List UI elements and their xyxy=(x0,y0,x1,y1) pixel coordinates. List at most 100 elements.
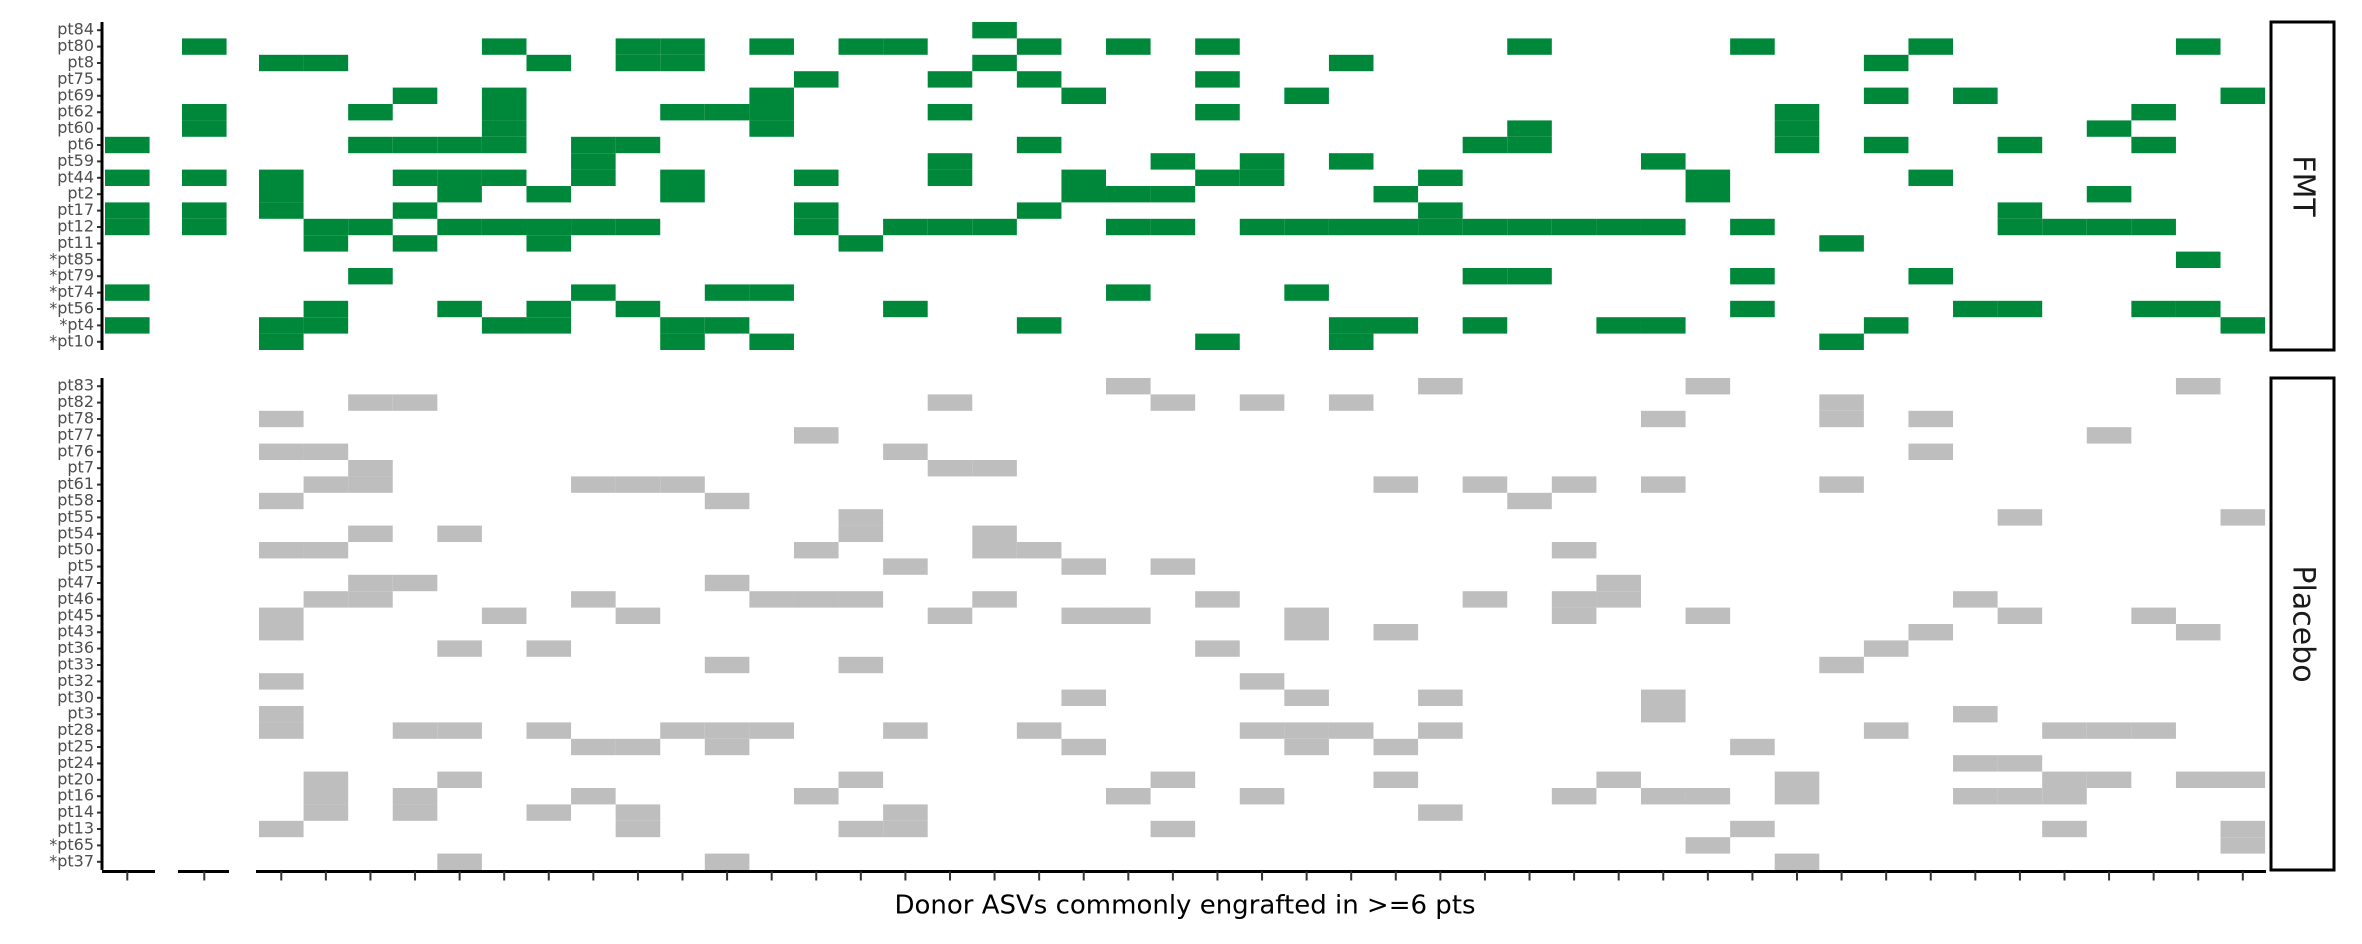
cell xyxy=(1686,739,1731,755)
cell xyxy=(2086,186,2132,203)
cell xyxy=(1596,137,1641,153)
cell xyxy=(1195,722,1240,738)
cell xyxy=(1908,186,1953,202)
cell xyxy=(839,55,884,71)
cell xyxy=(105,509,150,525)
cell xyxy=(616,624,661,640)
cell xyxy=(1953,235,1998,251)
cell xyxy=(972,153,1017,169)
cell xyxy=(2042,378,2087,394)
cell xyxy=(1775,526,1820,542)
cell xyxy=(1195,104,1240,121)
cell xyxy=(1240,526,1285,542)
cell xyxy=(182,821,227,837)
cell xyxy=(749,657,794,673)
cell xyxy=(1775,317,1820,333)
cell xyxy=(1061,821,1106,837)
cell xyxy=(2176,640,2221,656)
cell xyxy=(794,690,839,706)
cell xyxy=(182,690,227,706)
cell xyxy=(1819,235,1864,252)
cell xyxy=(1686,38,1731,54)
cell xyxy=(660,22,705,38)
cell xyxy=(1240,334,1285,350)
cell xyxy=(972,772,1017,788)
cell xyxy=(1552,186,1597,202)
cell xyxy=(1106,170,1151,186)
cell xyxy=(1953,153,1998,169)
cell xyxy=(660,739,705,755)
cell xyxy=(1775,55,1820,71)
cell xyxy=(393,493,438,509)
cell xyxy=(1686,575,1731,591)
cell xyxy=(482,284,527,300)
cell xyxy=(2042,640,2087,656)
cell xyxy=(1374,22,1419,38)
cell xyxy=(2176,22,2221,38)
cell xyxy=(839,608,884,624)
cell xyxy=(1997,607,2043,624)
cell xyxy=(1284,38,1329,54)
cell xyxy=(1463,722,1508,738)
cell xyxy=(1998,706,2043,722)
cell xyxy=(1106,772,1151,788)
cell xyxy=(259,854,304,870)
cell xyxy=(2087,268,2132,284)
cell xyxy=(482,558,527,574)
cell xyxy=(1374,301,1419,317)
cell xyxy=(482,55,527,71)
cell xyxy=(1998,38,2043,54)
cell xyxy=(437,268,482,284)
cell xyxy=(1151,755,1196,771)
cell xyxy=(526,476,571,492)
cell xyxy=(304,71,349,87)
cell xyxy=(883,608,928,624)
cell xyxy=(705,268,750,284)
cell xyxy=(1908,443,1954,460)
cell xyxy=(1284,493,1329,509)
cell xyxy=(2131,476,2176,492)
cell xyxy=(1953,690,1998,706)
cell xyxy=(2042,71,2087,87)
cell xyxy=(1998,558,2043,574)
cell xyxy=(1686,444,1731,460)
cell xyxy=(2042,104,2087,120)
cell xyxy=(105,542,150,558)
cell xyxy=(1106,706,1151,722)
cell xyxy=(1552,88,1597,104)
cell xyxy=(1686,153,1731,169)
cell xyxy=(1686,673,1731,689)
cell xyxy=(1641,591,1686,607)
cell xyxy=(1328,153,1374,170)
cell xyxy=(1151,334,1196,350)
cell xyxy=(182,55,227,71)
cell xyxy=(1017,186,1062,202)
cell xyxy=(2176,673,2221,689)
cell xyxy=(182,608,227,624)
cell xyxy=(1953,526,1998,542)
cell xyxy=(1819,739,1864,755)
cell xyxy=(1730,22,1775,38)
cell xyxy=(972,71,1017,87)
cell xyxy=(1240,739,1285,755)
cell xyxy=(1507,301,1552,317)
cell xyxy=(1106,493,1151,509)
cell xyxy=(705,558,750,574)
cell xyxy=(1819,804,1864,820)
cell xyxy=(704,104,750,121)
cell xyxy=(1864,444,1909,460)
cell xyxy=(2042,411,2087,427)
cell xyxy=(1998,186,2043,202)
cell xyxy=(749,235,794,251)
cell xyxy=(794,22,839,38)
cell xyxy=(972,624,1017,640)
cell xyxy=(928,509,973,525)
cell xyxy=(1730,394,1775,410)
cell xyxy=(1641,71,1686,87)
cell xyxy=(2176,788,2221,804)
cell xyxy=(1819,755,1864,771)
cell xyxy=(259,558,304,574)
cell xyxy=(1730,411,1775,427)
row-label: pt47 xyxy=(57,573,94,592)
cell xyxy=(1151,575,1196,591)
